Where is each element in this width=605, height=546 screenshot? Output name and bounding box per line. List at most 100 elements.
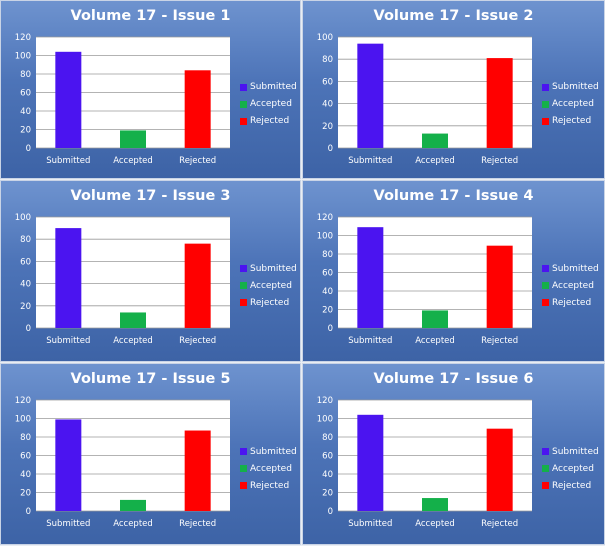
- legend-swatch: [542, 83, 549, 91]
- y-tick-label: 20: [20, 126, 31, 136]
- legend-swatch: [240, 282, 247, 289]
- x-tick-label: Accepted: [113, 336, 153, 346]
- y-tick-label: 100: [317, 33, 333, 43]
- legend-swatch: [240, 265, 247, 272]
- chart-title: Volume 17 - Issue 2: [373, 8, 534, 24]
- x-tick-label: Rejected: [179, 519, 216, 529]
- legend-label: Accepted: [552, 463, 594, 474]
- bar-submitted: [357, 414, 384, 511]
- legend: Submitted Accepted Rejected: [542, 443, 599, 494]
- chart-panel-2: Volume 17 - Issue 2 0 20 40 60 80 100 Submitted…: [302, 0, 605, 179]
- x-tick-label: Accepted: [415, 156, 455, 166]
- legend-label: Rejected: [552, 297, 592, 308]
- bar-rejected: [184, 243, 211, 328]
- bar-rejected: [486, 428, 513, 511]
- legend-swatch: [542, 465, 549, 472]
- y-tick-label: 40: [322, 287, 333, 297]
- bar-rejected: [486, 245, 513, 328]
- y-tick-label: 40: [20, 470, 31, 480]
- y-tick-label: 120: [317, 213, 333, 223]
- y-tick-label: 60: [20, 89, 31, 99]
- legend-label: Accepted: [250, 280, 292, 291]
- legend-label: Rejected: [250, 480, 290, 491]
- x-tick-label: Rejected: [481, 336, 518, 346]
- legend-label: Rejected: [250, 297, 290, 308]
- x-tick-label: Submitted: [348, 336, 392, 346]
- bar-submitted: [55, 419, 82, 511]
- bar-rejected: [184, 430, 211, 511]
- chart-panel-5: Volume 17 - Issue 5 0 20 40 60 80 100 120 Submit…: [0, 363, 301, 545]
- y-tick-label: 80: [322, 55, 333, 65]
- chart-svg: 0 20 40 60 80 100 120 Submitted Accepted Rejected: [15, 396, 230, 529]
- y-tick-label: 20: [322, 489, 333, 499]
- y-tick-label: 100: [15, 213, 31, 223]
- legend-item-accepted: Accepted: [542, 96, 599, 113]
- bar-rejected: [486, 58, 513, 149]
- legend-label: Rejected: [250, 116, 290, 126]
- y-tick-label: 100: [15, 52, 31, 62]
- legend-swatch: [542, 100, 549, 108]
- y-tick-label: 80: [20, 70, 31, 80]
- legend-item-rejected: Rejected: [542, 294, 599, 311]
- legend-item-submitted: Submitted: [240, 260, 297, 277]
- bar-accepted: [422, 498, 448, 511]
- y-tick-label: 0: [328, 507, 333, 517]
- chart-svg: 0 20 40 60 80 100 Submitted Accepted Rejected: [317, 33, 532, 166]
- chart-panel-3: Volume 17 - Issue 3 0 20 40 60 80 100 Submitted…: [0, 180, 301, 362]
- chart-title: Volume 17 - Issue 3: [70, 188, 231, 204]
- y-tick-label: 120: [15, 33, 31, 43]
- chart-panel-1: Volume 17 - Issue 1 0 20 40 60 80 100 120 Submit…: [0, 0, 301, 179]
- legend-swatch: [542, 299, 549, 306]
- legend-item-accepted: Accepted: [240, 96, 297, 113]
- x-tick-label: Submitted: [348, 156, 392, 166]
- x-tick-label: Rejected: [179, 156, 216, 166]
- legend-label: Accepted: [552, 280, 594, 291]
- y-tick-label: 120: [15, 396, 31, 406]
- legend: Submitted Accepted Rejected: [240, 79, 297, 130]
- legend-swatch: [240, 448, 247, 455]
- legend: Submitted Accepted Rejected: [240, 443, 297, 494]
- chart-svg: 0 20 40 60 80 100 120 Submitted Accepted Rejected: [15, 33, 230, 166]
- legend-label: Accepted: [250, 99, 292, 109]
- chart-panel-6: Volume 17 - Issue 6 0 20 40 60 80 100 120 Submit…: [302, 363, 605, 545]
- y-tick-label: 60: [322, 452, 333, 462]
- y-tick-label: 0: [328, 144, 333, 154]
- legend-item-rejected: Rejected: [542, 113, 599, 130]
- chart-svg: 0 20 40 60 80 100 Submitted Accepted Rejected: [15, 213, 230, 346]
- x-tick-label: Rejected: [179, 336, 216, 346]
- y-tick-label: 80: [322, 250, 333, 260]
- chart-title: Volume 17 - Issue 1: [70, 8, 231, 24]
- x-tick-label: Rejected: [481, 519, 518, 529]
- bar-submitted: [55, 51, 82, 148]
- legend-item-rejected: Rejected: [240, 113, 297, 130]
- legend-label: Rejected: [552, 480, 592, 491]
- legend-swatch: [542, 265, 549, 272]
- bar-submitted: [55, 228, 82, 328]
- x-tick-label: Accepted: [113, 519, 153, 529]
- y-tick-label: 20: [322, 306, 333, 316]
- y-tick-label: 60: [322, 269, 333, 279]
- y-tick-label: 60: [20, 257, 31, 267]
- legend: Submitted Accepted Rejected: [542, 260, 599, 311]
- y-tick-label: 100: [317, 415, 333, 425]
- legend-item-submitted: Submitted: [542, 260, 599, 277]
- chart-title: Volume 17 - Issue 4: [373, 188, 534, 204]
- y-tick-label: 80: [322, 433, 333, 443]
- y-tick-label: 80: [20, 433, 31, 443]
- x-tick-label: Accepted: [113, 156, 153, 166]
- x-tick-label: Accepted: [415, 519, 455, 529]
- x-tick-label: Accepted: [415, 336, 455, 346]
- chart-panel-4: Volume 17 - Issue 4 0 20 40 60 80 100 120 Submit…: [302, 180, 605, 362]
- y-tick-label: 120: [317, 396, 333, 406]
- legend-label: Rejected: [552, 116, 592, 126]
- x-tick-label: Submitted: [46, 336, 90, 346]
- legend-item-accepted: Accepted: [240, 277, 297, 294]
- y-tick-label: 40: [322, 100, 333, 110]
- y-tick-label: 60: [322, 77, 333, 87]
- bar-accepted: [120, 130, 146, 148]
- bar-accepted: [422, 133, 448, 148]
- legend-item-rejected: Rejected: [240, 477, 297, 494]
- y-tick-label: 0: [26, 144, 31, 154]
- legend-swatch: [542, 448, 549, 455]
- legend-item-accepted: Accepted: [542, 460, 599, 477]
